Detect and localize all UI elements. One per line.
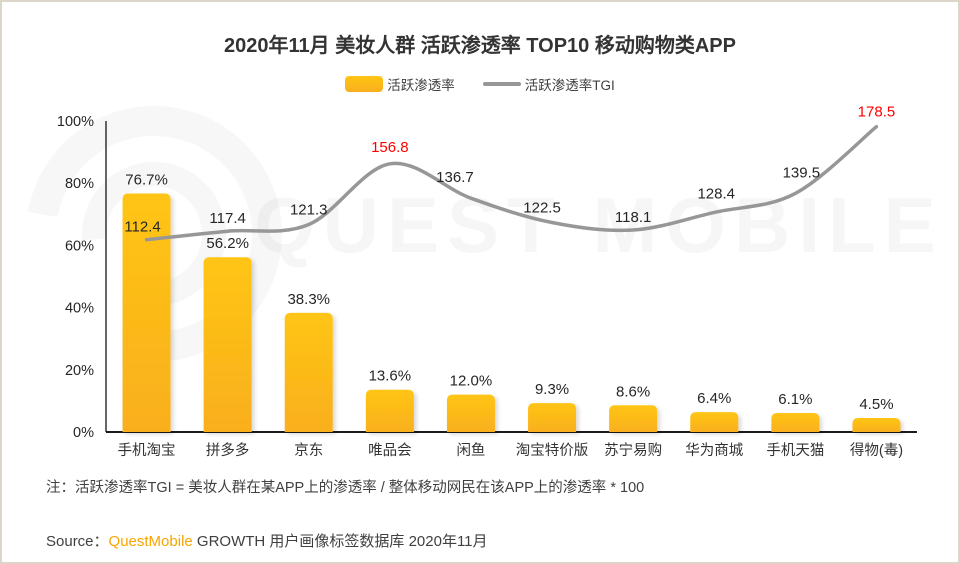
bar-value-label: 76.7% <box>125 171 168 188</box>
tgi-value-label: 112.4 <box>124 219 160 236</box>
y-axis-tick-label: 0% <box>73 425 94 441</box>
x-axis-category-label: 手机淘宝 <box>118 442 176 459</box>
bar-苏宁易购 <box>609 405 658 432</box>
tgi-value-label: 118.1 <box>615 209 651 226</box>
tgi-value-label: 122.5 <box>523 199 561 216</box>
bar-value-label: 13.6% <box>369 368 412 385</box>
chart-legend: 活跃渗透率 活跃渗透率TGI <box>2 74 958 94</box>
bar-闲鱼 <box>446 394 495 432</box>
x-axis-category-label: 唯品会 <box>368 442 412 459</box>
x-axis-category-label: 华为商城 <box>685 442 743 459</box>
bar-swatch-icon <box>345 76 384 92</box>
tgi-value-label: 117.4 <box>209 210 245 227</box>
x-axis-category-label: 得物(毒) <box>850 442 903 459</box>
bar-value-label: 6.4% <box>697 390 731 407</box>
x-axis-category-label: 京东 <box>294 442 323 459</box>
x-axis-category-label: 手机天猫 <box>766 442 824 459</box>
tgi-line <box>144 124 879 242</box>
bar-value-label: 9.3% <box>535 381 569 398</box>
bar-拼多多 <box>203 257 252 432</box>
bar-value-label: 56.2% <box>206 235 249 252</box>
legend-item-penetration: 活跃渗透率 <box>345 74 455 94</box>
line-swatch-icon <box>482 82 521 86</box>
bar-value-label: 6.1% <box>778 391 812 408</box>
x-axis-category-label: 淘宝特价版 <box>516 442 589 459</box>
bar-value-label: 12.0% <box>450 373 493 390</box>
bar-手机天猫 <box>771 413 820 432</box>
x-axis-category-label: 闲鱼 <box>456 441 485 459</box>
bar-value-label: 4.5% <box>859 396 893 413</box>
bar-淘宝特价版 <box>528 403 577 432</box>
watermark-text: QUEST MOBILE <box>254 181 944 269</box>
x-axis-category-label: 拼多多 <box>206 442 250 459</box>
bar-手机淘宝 <box>122 193 171 432</box>
bar-唯品会 <box>365 389 414 432</box>
source-line: Source：QuestMobile GROWTH 用户画像标签数据库 2020… <box>46 530 488 551</box>
legend-item-tgi: 活跃渗透率TGI <box>482 74 615 94</box>
bar-华为商城 <box>690 412 739 432</box>
y-axis-tick-label: 60% <box>65 238 94 254</box>
source-brand: QuestMobile <box>108 533 193 550</box>
tgi-value-label: 128.4 <box>697 185 735 202</box>
bar-得物(毒) <box>852 418 901 432</box>
y-axis-tick-label: 40% <box>65 301 94 317</box>
legend-label: 活跃渗透率 <box>387 78 455 93</box>
source-rest: GROWTH 用户画像标签数据库 2020年11月 <box>192 533 488 550</box>
bar-value-label: 8.6% <box>616 383 650 400</box>
bar-京东 <box>284 312 333 432</box>
combo-chart: 0% 20% 40% 60% 80% 100% 76.7% 手机淘宝 56.2% 拼多多 38.3%… <box>57 104 917 459</box>
tgi-value-label: 136.7 <box>436 169 474 186</box>
tgi-value-label: 121.3 <box>290 202 328 219</box>
tgi-value-label: 139.5 <box>783 164 821 181</box>
legend-label: 活跃渗透率TGI <box>524 78 615 93</box>
tgi-value-label-highlight: 178.5 <box>858 104 896 121</box>
chart-title: 2020年11月 美妆人群 活跃渗透率 TOP10 移动购物类APP <box>224 35 736 57</box>
tgi-value-label-highlight: 156.8 <box>371 139 409 156</box>
bar-value-label: 38.3% <box>287 291 330 308</box>
y-axis-tick-label: 100% <box>57 114 94 130</box>
source-prefix: Source： <box>46 533 109 550</box>
y-axis-tick-label: 20% <box>65 363 94 379</box>
x-axis-category-label: 苏宁易购 <box>604 442 662 459</box>
footnote: 注：活跃渗透率TGI = 美妆人群在某APP上的渗透率 / 整体移动网民在该AP… <box>46 480 645 496</box>
y-axis-tick-label: 80% <box>65 176 94 192</box>
